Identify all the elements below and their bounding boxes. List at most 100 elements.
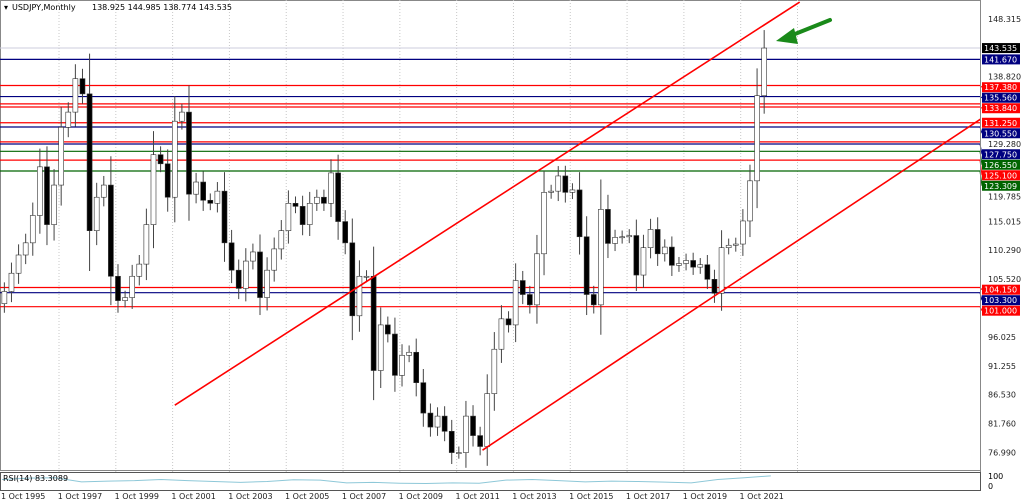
candle-up bbox=[136, 263, 143, 277]
level-price-label: 104.150 bbox=[984, 286, 1017, 295]
candle-down bbox=[164, 163, 171, 198]
candle-up bbox=[93, 196, 100, 231]
candle-up bbox=[406, 351, 412, 356]
candle-up bbox=[512, 280, 519, 326]
candle-up bbox=[640, 247, 647, 276]
candle-down bbox=[477, 435, 483, 447]
candle-down bbox=[562, 175, 569, 193]
candle-down bbox=[704, 264, 711, 280]
candle-down bbox=[519, 280, 526, 295]
candle-up bbox=[534, 253, 540, 306]
level-price-label: 126.550 bbox=[984, 161, 1017, 170]
level-price-label: 101.000 bbox=[984, 307, 1017, 316]
candle-up bbox=[271, 248, 278, 271]
candle-down bbox=[292, 203, 299, 207]
price-tick-label: 86.530 bbox=[988, 391, 1016, 400]
grid bbox=[58, 0, 799, 490]
candle-up bbox=[569, 189, 576, 193]
level-price-label: 130.550 bbox=[984, 129, 1017, 138]
time-tick-label: 1 Oct 2005 bbox=[285, 492, 329, 501]
rsi-tick-0: 0 bbox=[988, 482, 993, 491]
level-price-label: 135.560 bbox=[984, 94, 1017, 103]
price-tick-label: 138.820 bbox=[988, 73, 1021, 82]
candle-up bbox=[250, 251, 256, 262]
candle-up bbox=[548, 190, 554, 193]
candle-up bbox=[278, 230, 285, 250]
candle-down bbox=[711, 279, 718, 294]
collapse-arrow-icon[interactable]: ▾ bbox=[4, 3, 8, 12]
candle-up bbox=[754, 95, 760, 182]
candle-down bbox=[669, 246, 675, 266]
candle-up bbox=[264, 269, 270, 298]
candle-down bbox=[299, 206, 306, 225]
candle-up bbox=[15, 254, 22, 274]
candle-down bbox=[605, 209, 611, 244]
level-price-tag bbox=[982, 82, 1020, 93]
candle-up bbox=[129, 275, 135, 298]
green-arrow-annotation bbox=[776, 18, 832, 44]
candle-up bbox=[37, 166, 43, 216]
candle-up bbox=[22, 242, 29, 256]
candle-up bbox=[150, 154, 157, 225]
candle-up bbox=[434, 415, 441, 428]
candle-down bbox=[370, 275, 377, 371]
candle-down bbox=[427, 412, 434, 428]
level-price-tag bbox=[982, 170, 1020, 181]
price-tick-label: 115.015 bbox=[988, 217, 1021, 226]
level-price-tag bbox=[982, 180, 1020, 191]
time-tick-label: 1 Oct 2013 bbox=[512, 492, 556, 501]
candle-up bbox=[491, 348, 498, 394]
level-price-tag bbox=[982, 54, 1020, 65]
candle-up bbox=[484, 393, 491, 447]
price-tick-label: 81.760 bbox=[988, 420, 1016, 429]
channel-trendline[interactable] bbox=[482, 118, 982, 451]
candle-up bbox=[29, 215, 36, 244]
level-price-tag bbox=[982, 128, 1020, 139]
candle-up bbox=[761, 47, 767, 96]
level-price-tag bbox=[982, 305, 1020, 316]
candle-down bbox=[441, 415, 448, 432]
time-tick-label: 1 Oct 2011 bbox=[455, 492, 499, 501]
level-price-label: 123.309 bbox=[984, 182, 1017, 191]
candle-up bbox=[1, 291, 8, 304]
candle-down bbox=[157, 154, 164, 165]
level-price-tag bbox=[982, 103, 1020, 114]
current-price-label: 143.535 bbox=[984, 44, 1017, 53]
level-price-tag bbox=[982, 159, 1020, 170]
level-price-label: 141.670 bbox=[984, 55, 1017, 64]
candle-down bbox=[690, 260, 696, 268]
time-tick-label: 1 Oct 1999 bbox=[115, 492, 159, 501]
price-tick-label: 91.255 bbox=[988, 362, 1016, 371]
candle-up bbox=[356, 275, 363, 317]
candle-up bbox=[683, 260, 689, 264]
candle-up bbox=[179, 111, 185, 122]
candle-up bbox=[193, 181, 199, 195]
time-tick-label: 1 Oct 1995 bbox=[1, 492, 45, 501]
candle-up bbox=[143, 224, 150, 265]
candle-down bbox=[527, 294, 533, 306]
candle-up bbox=[598, 209, 604, 306]
candle-up bbox=[285, 203, 292, 231]
time-tick-label: 1 Oct 2007 bbox=[342, 492, 386, 501]
candle-down bbox=[200, 181, 206, 201]
time-tick-label: 1 Oct 2009 bbox=[399, 492, 443, 501]
level-price-label: 131.250 bbox=[984, 119, 1017, 128]
candle-down bbox=[392, 333, 398, 376]
candle-down bbox=[115, 275, 121, 301]
candle-up bbox=[732, 243, 739, 246]
candle-up bbox=[328, 172, 334, 204]
time-tick-label: 1 Oct 2021 bbox=[740, 492, 784, 501]
candle-down bbox=[86, 93, 93, 231]
time-tick-label: 1 Oct 2003 bbox=[228, 492, 272, 501]
channel-trendline[interactable] bbox=[174, 1, 801, 406]
price-tick-label: 129.280 bbox=[988, 140, 1021, 149]
time-tick-label: 1 Oct 2017 bbox=[626, 492, 670, 501]
candle-up bbox=[72, 78, 79, 113]
ohlc-values: 138.925 144.985 138.774 143.535 bbox=[92, 3, 232, 12]
price-tick-label: 119.785 bbox=[988, 192, 1021, 201]
time-axis: 1 Oct 1995 1 Oct 1997 1 Oct 1999 1 Oct 2001… bbox=[1, 492, 784, 501]
candle-down bbox=[79, 78, 86, 95]
candle-down bbox=[342, 221, 349, 244]
